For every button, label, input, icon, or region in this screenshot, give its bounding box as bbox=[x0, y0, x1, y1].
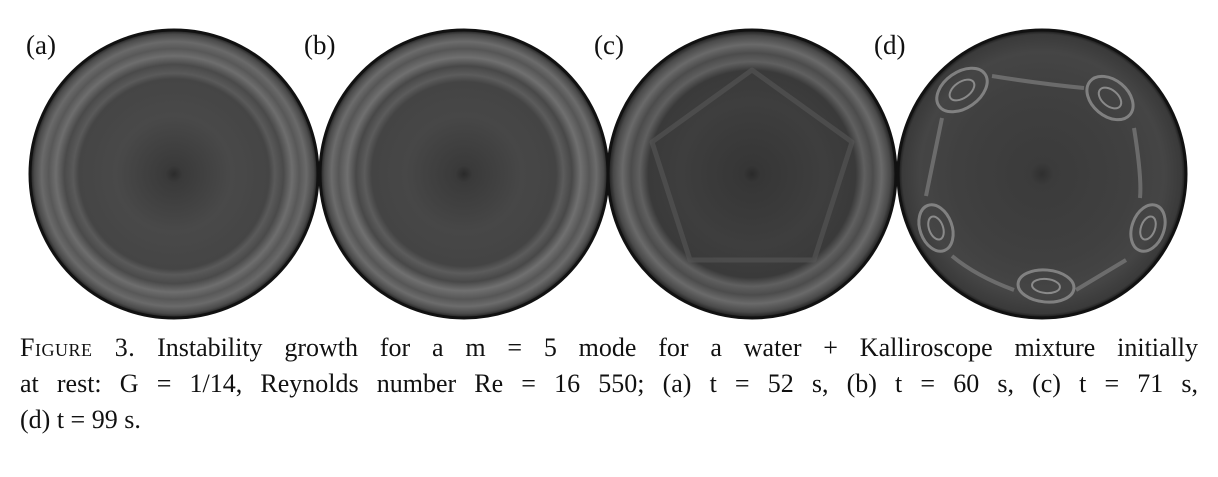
caption-line-2: at rest: G = 1/14, Reynolds number Re = … bbox=[20, 369, 1198, 398]
panel-label-c: (c) bbox=[594, 30, 624, 60]
panel-label-b: (b) bbox=[304, 30, 336, 60]
panel-c-image bbox=[606, 28, 898, 320]
caption-line-3: (d) t = 99 s. bbox=[20, 405, 141, 434]
figure-caption: Figure 3. Instability growth for a m = 5… bbox=[20, 330, 1198, 438]
panel-b-image bbox=[318, 28, 610, 320]
panel-label-d: (d) bbox=[874, 30, 906, 60]
panel-label-a: (a) bbox=[26, 30, 56, 60]
panel-a-image bbox=[28, 28, 320, 320]
caption-line-1-text: Instability growth for a m = 5 mode for … bbox=[157, 333, 1199, 362]
caption-line-1: Figure 3. Instability growth for a m = 5… bbox=[20, 330, 1198, 366]
figure-label: Figure 3. bbox=[20, 333, 136, 362]
panel-d-image bbox=[896, 28, 1188, 320]
